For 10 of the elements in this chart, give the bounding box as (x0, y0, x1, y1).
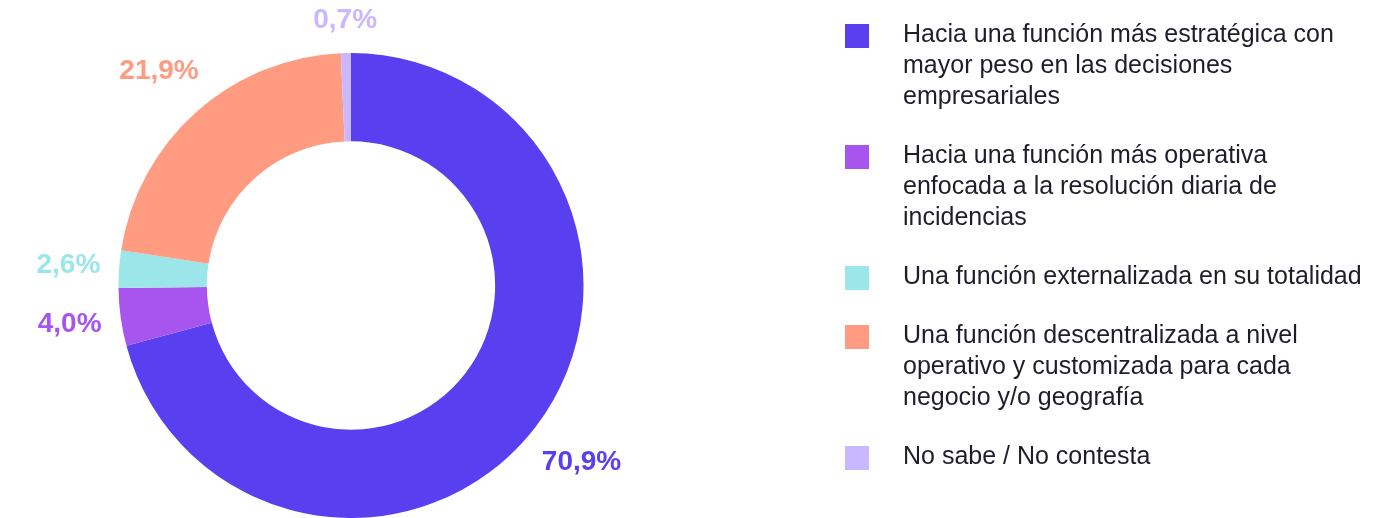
data-label: 2,6% (36, 248, 101, 280)
data-label: 70,9% (541, 445, 622, 477)
data-label: 21,9% (119, 54, 199, 86)
data-label: 4,0% (37, 306, 102, 338)
legend-label: Hacia una función más estratégica con mayor peso en las decisiones empresariales (903, 18, 1335, 111)
data-label: 0,7% (313, 3, 378, 35)
legend-label: Una función descentralizada a nivel operativo y customizada para cada negocio y/o geografía (903, 319, 1299, 412)
legend-label: Hacia una función más operativa enfocada a la resolución diaria de incidencias (903, 139, 1278, 232)
legend-label: No sabe / No contesta (903, 440, 1152, 471)
legend-label: Una función externalizada en su totalidad (903, 260, 1363, 291)
